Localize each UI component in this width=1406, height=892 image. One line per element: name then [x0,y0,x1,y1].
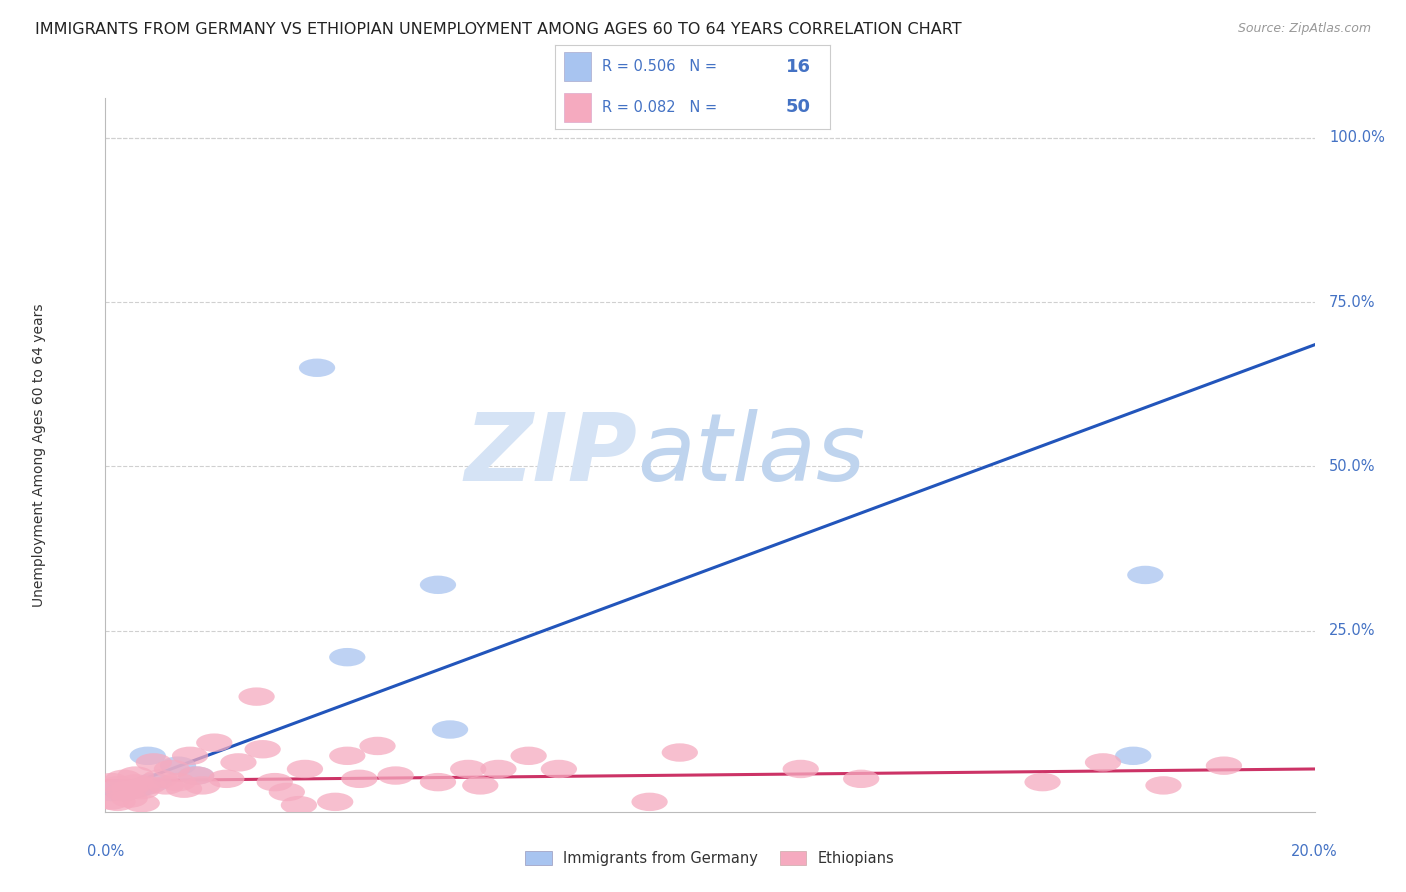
Text: 100.0%: 100.0% [1329,130,1385,145]
Ellipse shape [783,760,818,778]
Ellipse shape [239,688,274,706]
Ellipse shape [1115,747,1152,765]
Ellipse shape [111,789,148,808]
Ellipse shape [124,778,160,796]
Bar [564,93,591,121]
Ellipse shape [105,783,142,801]
Ellipse shape [450,760,486,778]
Text: 20.0%: 20.0% [1291,844,1339,859]
Ellipse shape [129,747,166,765]
Ellipse shape [111,780,148,798]
Ellipse shape [1146,776,1181,795]
Text: IMMIGRANTS FROM GERMANY VS ETHIOPIAN UNEMPLOYMENT AMONG AGES 60 TO 64 YEARS CORR: IMMIGRANTS FROM GERMANY VS ETHIOPIAN UNE… [35,22,962,37]
Ellipse shape [287,760,323,778]
Text: R = 0.082   N =: R = 0.082 N = [602,100,721,115]
Ellipse shape [172,747,208,765]
Ellipse shape [360,737,395,756]
Ellipse shape [118,774,153,793]
Text: 50.0%: 50.0% [1329,458,1375,474]
Ellipse shape [299,359,335,377]
Ellipse shape [269,783,305,801]
Text: Source: ZipAtlas.com: Source: ZipAtlas.com [1237,22,1371,36]
Ellipse shape [160,772,197,791]
Ellipse shape [316,793,353,811]
Ellipse shape [420,575,456,594]
Text: 25.0%: 25.0% [1329,624,1375,639]
Ellipse shape [1128,566,1164,584]
Ellipse shape [463,776,498,795]
Ellipse shape [245,740,281,758]
Ellipse shape [1206,756,1241,775]
Ellipse shape [118,780,153,798]
Text: atlas: atlas [637,409,866,500]
Ellipse shape [1025,772,1060,791]
Ellipse shape [329,648,366,666]
Ellipse shape [160,756,197,775]
Ellipse shape [129,776,166,795]
Ellipse shape [329,747,366,765]
Ellipse shape [142,770,179,788]
Ellipse shape [135,753,172,772]
Ellipse shape [481,760,516,778]
Ellipse shape [432,721,468,739]
Text: Unemployment Among Ages 60 to 64 years: Unemployment Among Ages 60 to 64 years [32,303,46,607]
Ellipse shape [221,753,256,772]
Text: 0.0%: 0.0% [87,844,124,859]
Ellipse shape [100,776,135,795]
Ellipse shape [377,766,413,785]
Ellipse shape [93,772,129,791]
Ellipse shape [1085,753,1121,772]
Ellipse shape [100,793,135,811]
Ellipse shape [105,783,142,801]
Ellipse shape [135,772,172,791]
Ellipse shape [124,794,160,813]
Text: 16: 16 [786,58,811,76]
Ellipse shape [124,780,160,799]
Bar [564,53,591,81]
Ellipse shape [153,760,190,778]
Ellipse shape [148,776,184,795]
Legend: Immigrants from Germany, Ethiopians: Immigrants from Germany, Ethiopians [520,846,900,872]
Ellipse shape [342,770,377,788]
Ellipse shape [111,780,148,799]
Ellipse shape [541,760,576,778]
Ellipse shape [179,766,214,785]
Ellipse shape [662,743,697,762]
Ellipse shape [208,770,245,788]
Text: 75.0%: 75.0% [1329,294,1375,310]
Ellipse shape [631,793,668,811]
Text: R = 0.506   N =: R = 0.506 N = [602,59,721,74]
Text: 50: 50 [786,98,811,116]
Text: ZIP: ZIP [464,409,637,501]
Ellipse shape [179,766,214,785]
Ellipse shape [166,780,202,798]
Ellipse shape [93,791,129,810]
Ellipse shape [105,770,142,788]
Ellipse shape [184,776,221,795]
Ellipse shape [93,783,129,801]
Ellipse shape [118,766,153,785]
Ellipse shape [100,780,135,798]
Ellipse shape [420,772,456,791]
Ellipse shape [256,772,292,791]
Ellipse shape [844,770,879,788]
Ellipse shape [197,733,232,752]
Ellipse shape [281,796,318,814]
Ellipse shape [510,747,547,765]
